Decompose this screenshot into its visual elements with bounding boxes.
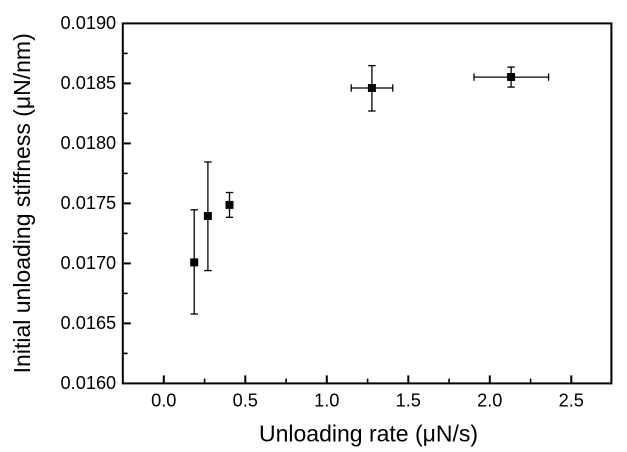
- svg-text:0.0165: 0.0165: [61, 313, 117, 333]
- svg-text:2.0: 2.0: [477, 391, 502, 411]
- svg-text:0.0160: 0.0160: [61, 373, 117, 393]
- svg-text:0.0170: 0.0170: [61, 253, 117, 273]
- svg-text:0.0175: 0.0175: [61, 193, 117, 213]
- svg-text:0.0180: 0.0180: [61, 133, 117, 153]
- svg-text:Initial unloading stiffness (μ: Initial unloading stiffness (μN/nm): [9, 33, 35, 373]
- svg-text:0.0190: 0.0190: [61, 13, 117, 33]
- svg-text:Unloading rate (μN/s): Unloading rate (μN/s): [259, 421, 478, 447]
- svg-text:0.0: 0.0: [151, 391, 176, 411]
- svg-text:0.5: 0.5: [233, 391, 258, 411]
- svg-text:1.5: 1.5: [396, 391, 421, 411]
- svg-text:2.5: 2.5: [559, 391, 584, 411]
- svg-text:1.0: 1.0: [314, 391, 339, 411]
- svg-text:0.0185: 0.0185: [61, 73, 117, 93]
